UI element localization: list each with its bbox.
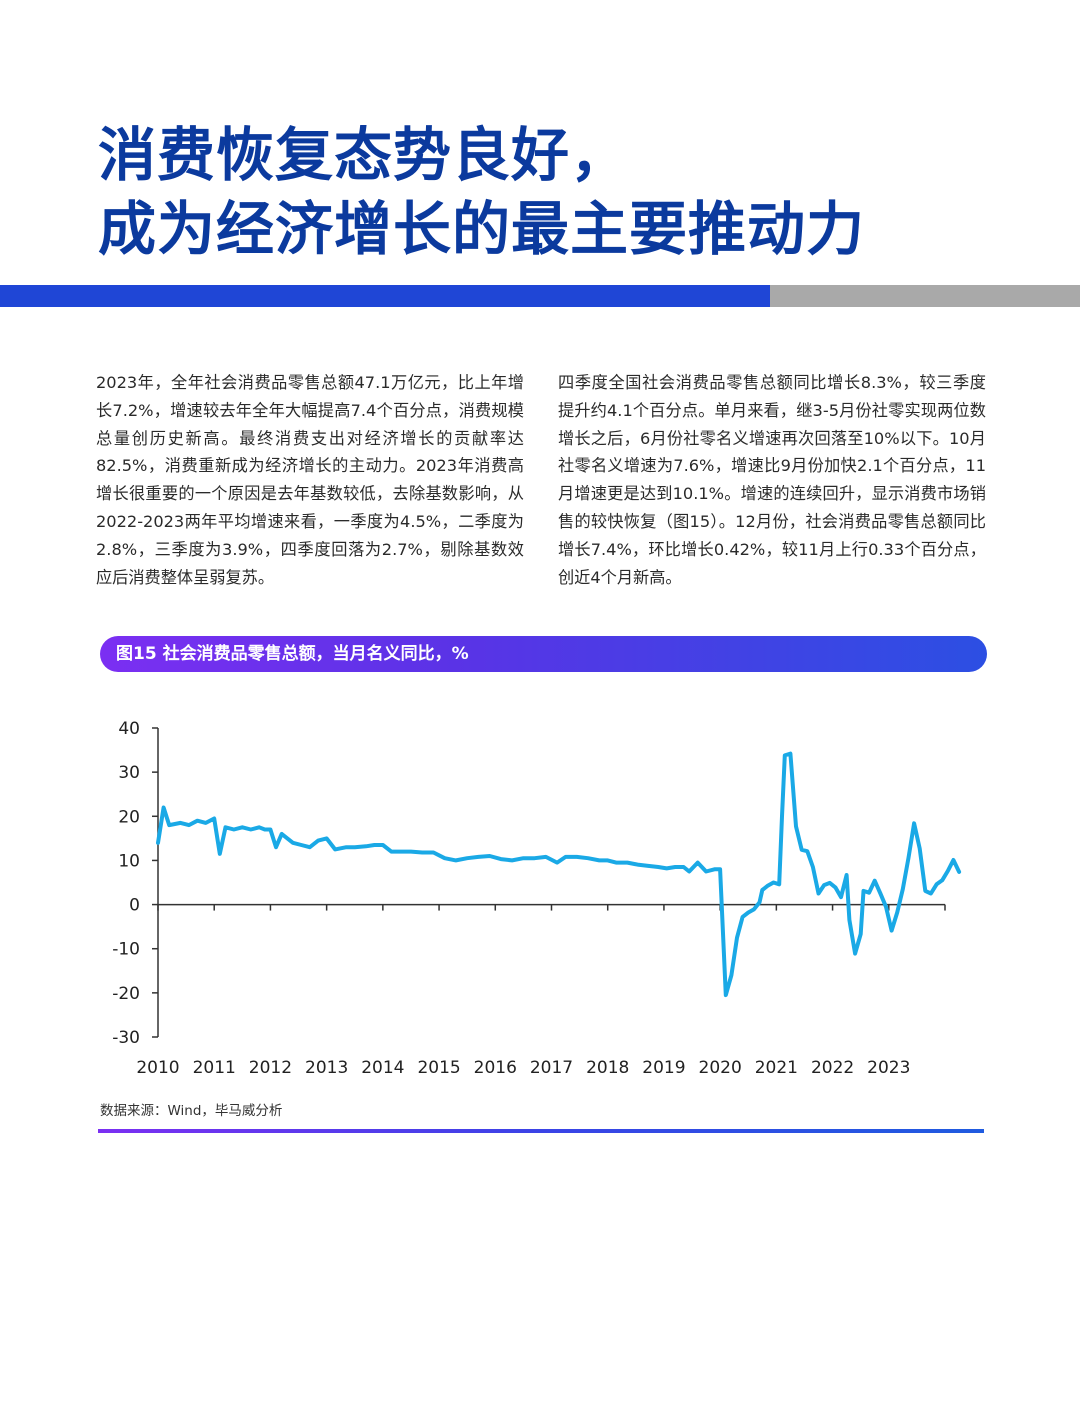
page-title: 消费恢复态势良好， 成为经济增长的最主要推动力 (98, 118, 865, 266)
y-tick-label: 10 (118, 851, 140, 871)
x-tick-label: 2012 (249, 1058, 292, 1078)
y-tick-label: -10 (112, 940, 140, 960)
title-line-1: 消费恢复态势良好， (98, 121, 630, 189)
x-tick-label: 2010 (136, 1058, 179, 1078)
y-axis-ticks: 40 30 20 10 0 -10 -20 -30 (112, 719, 158, 1048)
y-tick-label: -20 (112, 984, 140, 1004)
y-tick-label: -30 (112, 1028, 140, 1048)
accent-bar-gray (770, 285, 1080, 307)
x-tick-label: 2011 (193, 1058, 236, 1078)
x-tick-label: 2019 (642, 1058, 685, 1078)
x-tick-label: 2014 (361, 1058, 404, 1078)
series-line (156, 751, 962, 998)
y-tick-label: 0 (129, 896, 140, 916)
accent-bar-blue (0, 285, 770, 307)
bottom-divider (98, 1129, 984, 1133)
x-tick-label: 2018 (586, 1058, 629, 1078)
x-tick-label: 2020 (699, 1058, 742, 1078)
x-tick-label: 2021 (755, 1058, 798, 1078)
x-tick-label: 2015 (417, 1058, 460, 1078)
y-tick-label: 40 (118, 719, 140, 739)
x-tick-label: 2013 (305, 1058, 348, 1078)
x-tick-label: 2022 (811, 1058, 854, 1078)
x-tick-label: 2023 (867, 1058, 910, 1078)
x-tick-label: 2017 (530, 1058, 573, 1078)
title-line-2: 成为经济增长的最主要推动力 (98, 195, 866, 263)
body-paragraph-left: 2023年，全年社会消费品零售总额47.1万亿元，比上年增长7.2%，增速较去年… (96, 373, 524, 587)
figure-title: 图15 社会消费品零售总额，当月名义同比，% (100, 636, 987, 672)
x-axis-ticks: 2010 2011 2012 2013 2014 2015 2016 2017 2018 2019… (136, 904, 946, 1078)
x-tick-label: 2016 (474, 1058, 517, 1078)
chart-axes (157, 728, 945, 1037)
body-paragraph-right: 四季度全国社会消费品零售总额同比增长8.3%，较三季度提升约4.1个百分点。单月… (558, 373, 986, 587)
y-tick-label: 20 (118, 807, 140, 827)
data-source-note: 数据来源：Wind，毕马威分析 (100, 1103, 283, 1119)
y-tick-label: 30 (118, 763, 140, 783)
